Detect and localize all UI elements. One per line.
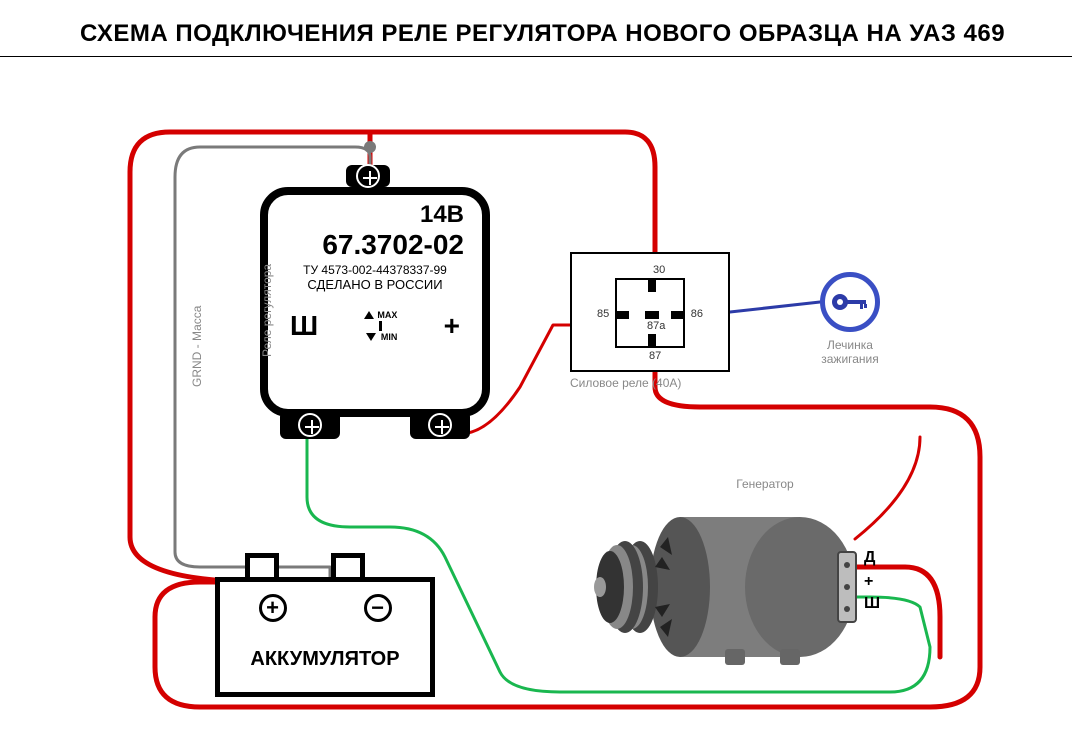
diagram-canvas: GRND - Масса Реле регулятора 14В 67.3702… bbox=[0, 57, 1072, 737]
alternator-caption: Генератор bbox=[660, 477, 870, 491]
battery-label: АККУМУЛЯТОР bbox=[220, 648, 430, 671]
regulator-min: MIN bbox=[381, 332, 398, 342]
relay-pin-87a: 87a bbox=[647, 320, 665, 332]
ignition-caption-2: зажигания bbox=[820, 352, 880, 366]
battery-plus-icon: + bbox=[266, 595, 279, 621]
relay-pin-87: 87 bbox=[649, 350, 661, 362]
regulator-caption: Реле регулятора bbox=[260, 264, 274, 357]
ignition: Лечинка зажигания bbox=[820, 272, 880, 366]
regulator-sh-screw-icon bbox=[298, 413, 322, 437]
wiring bbox=[0, 57, 1072, 737]
regulator-plus-top-icon bbox=[356, 164, 380, 188]
regulator-model: 67.3702-02 bbox=[286, 229, 464, 261]
regulator-tu: ТУ 4573-002-44378337-99 bbox=[268, 263, 482, 277]
relay-pin-85: 85 bbox=[597, 308, 609, 320]
alternator-term-d: Д bbox=[864, 549, 875, 567]
regulator-term-plus: + bbox=[444, 310, 460, 342]
alternator-term-plus: + bbox=[864, 573, 873, 591]
ground-caption: GRND - Масса bbox=[190, 306, 204, 387]
relay-pin-30: 30 bbox=[653, 264, 665, 276]
battery-minus-icon: − bbox=[371, 595, 384, 621]
ignition-caption-1: Лечинка bbox=[820, 338, 880, 352]
regulator-max: MAX bbox=[377, 310, 397, 320]
relay-pin-86: 86 bbox=[691, 308, 703, 320]
alternator-icon bbox=[570, 497, 870, 677]
power-relay: 30 85 86 87a 87 Силовое реле (40А) bbox=[570, 252, 730, 390]
page-title: СХЕМА ПОДКЛЮЧЕНИЯ РЕЛЕ РЕГУЛЯТОРА НОВОГО… bbox=[0, 0, 1072, 56]
relay-caption: Силовое реле (40А) bbox=[570, 376, 730, 390]
regulator: GRND - Масса Реле регулятора 14В 67.3702… bbox=[260, 187, 490, 417]
battery: + − АККУМУЛЯТОР bbox=[215, 577, 435, 697]
alternator-term-sh: Ш bbox=[864, 595, 880, 613]
key-icon bbox=[830, 290, 870, 314]
regulator-term-sh: Ш bbox=[290, 310, 318, 342]
regulator-made-in: СДЕЛАНО В РОССИИ bbox=[268, 277, 482, 292]
regulator-plus-screw-icon bbox=[428, 413, 452, 437]
regulator-voltage: 14В bbox=[286, 201, 464, 229]
alternator: Генератор bbox=[570, 477, 870, 682]
